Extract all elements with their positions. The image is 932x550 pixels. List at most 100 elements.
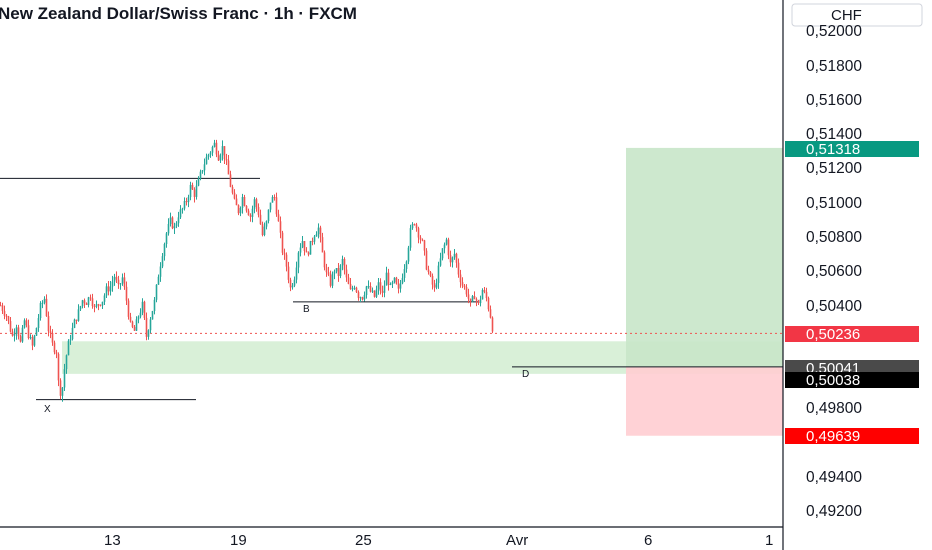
candle-down bbox=[491, 317, 494, 332]
candle-down bbox=[355, 287, 358, 293]
candle-down bbox=[89, 297, 92, 299]
candle-up bbox=[271, 197, 274, 203]
candle-up bbox=[293, 279, 296, 286]
candle-up bbox=[195, 185, 198, 197]
candle-down bbox=[431, 275, 434, 285]
candle-up bbox=[167, 223, 170, 234]
candle-up bbox=[61, 387, 64, 396]
candle-up bbox=[213, 142, 216, 147]
currency-box[interactable] bbox=[791, 3, 923, 27]
candle-up bbox=[239, 207, 242, 214]
candle-down bbox=[17, 327, 20, 337]
candle-up bbox=[63, 369, 66, 388]
candle-down bbox=[473, 296, 476, 300]
candle-down bbox=[459, 274, 462, 283]
candle-down bbox=[245, 205, 248, 211]
candle-down bbox=[45, 298, 48, 317]
candle-up bbox=[175, 223, 178, 227]
candle-up bbox=[189, 184, 192, 198]
candle-up bbox=[147, 330, 150, 337]
candle-up bbox=[163, 244, 166, 257]
candle-up bbox=[269, 202, 272, 210]
badge-stop-bg bbox=[785, 428, 919, 444]
candle-down bbox=[305, 250, 308, 253]
candle-down bbox=[461, 282, 464, 286]
candle-up bbox=[401, 277, 404, 284]
candle-down bbox=[311, 241, 314, 243]
candle-up bbox=[21, 327, 24, 342]
candle-down bbox=[247, 210, 250, 216]
candle-up bbox=[437, 265, 440, 284]
candles-layer bbox=[0, 139, 494, 402]
candle-down bbox=[415, 224, 418, 229]
candle-up bbox=[295, 267, 298, 280]
candle-up bbox=[187, 197, 190, 203]
time-tick: 13 bbox=[104, 532, 121, 549]
candle-up bbox=[179, 209, 182, 218]
candle-up bbox=[159, 266, 162, 277]
candle-up bbox=[393, 277, 396, 283]
candle-up bbox=[23, 320, 26, 328]
candle-up bbox=[339, 265, 342, 277]
candle-down bbox=[91, 298, 94, 307]
candle-down bbox=[275, 197, 278, 215]
candle-up bbox=[81, 300, 84, 307]
candle-up bbox=[315, 234, 318, 237]
candle-up bbox=[65, 355, 68, 370]
time-tick: 1 bbox=[765, 532, 773, 549]
candle-down bbox=[51, 332, 54, 343]
candle-down bbox=[117, 279, 120, 284]
currency-label: CHF bbox=[831, 7, 862, 24]
candle-up bbox=[365, 286, 368, 296]
candle-up bbox=[403, 268, 406, 278]
candle-up bbox=[219, 155, 222, 161]
price-tick: 0,51400 bbox=[806, 126, 862, 143]
candle-up bbox=[15, 327, 18, 334]
candle-down bbox=[397, 283, 400, 289]
price-axis[interactable]: 0,52000 0,51800 0,51600 0,51400 0,51200 … bbox=[806, 23, 862, 520]
candle-up bbox=[169, 217, 172, 224]
candle-up bbox=[309, 241, 312, 255]
candle-down bbox=[465, 287, 468, 295]
price-tick: 0,49400 bbox=[806, 469, 862, 486]
candle-down bbox=[449, 255, 452, 263]
candle-down bbox=[59, 380, 62, 396]
candle-up bbox=[333, 271, 336, 274]
candle-down bbox=[99, 304, 102, 306]
candle-down bbox=[477, 300, 480, 304]
candle-down bbox=[427, 269, 430, 273]
candle-down bbox=[249, 215, 252, 217]
time-tick: 19 bbox=[230, 532, 247, 549]
candle-up bbox=[183, 201, 186, 209]
candle-down bbox=[447, 239, 450, 256]
candle-up bbox=[451, 257, 454, 263]
candle-up bbox=[441, 248, 444, 259]
candle-up bbox=[375, 289, 378, 297]
candle-down bbox=[223, 146, 226, 159]
time-axis[interactable]: 13 19 25 Avr 6 1 bbox=[104, 532, 773, 549]
candle-down bbox=[469, 298, 472, 302]
candle-down bbox=[379, 282, 382, 292]
candle-up bbox=[317, 227, 320, 235]
candle-down bbox=[289, 279, 292, 288]
candle-down bbox=[31, 337, 34, 346]
candle-down bbox=[243, 197, 246, 206]
profit-zone bbox=[626, 147, 783, 367]
candle-down bbox=[489, 309, 492, 318]
candle-up bbox=[173, 226, 176, 229]
candle-up bbox=[471, 296, 474, 302]
candle-down bbox=[457, 262, 460, 275]
candle-down bbox=[475, 299, 478, 301]
candle-up bbox=[205, 156, 208, 165]
candle-up bbox=[211, 146, 214, 153]
price-tick: 0,50600 bbox=[806, 263, 862, 280]
candle-down bbox=[85, 303, 88, 305]
candle-down bbox=[225, 158, 228, 161]
candle-up bbox=[207, 154, 210, 157]
price-tick: 0,52000 bbox=[806, 23, 862, 40]
candle-down bbox=[321, 237, 324, 253]
candle-down bbox=[129, 316, 132, 322]
candle-up bbox=[435, 283, 438, 288]
candle-down bbox=[93, 306, 96, 308]
